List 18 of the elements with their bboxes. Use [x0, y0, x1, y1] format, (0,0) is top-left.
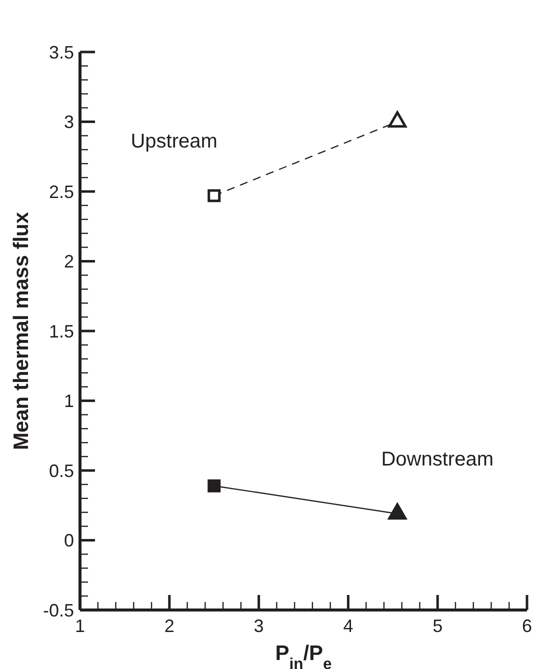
x-axis-title: P$_{in}$/P$_{e}$: [275, 642, 332, 669]
x-tick-label: 2: [164, 616, 174, 636]
y-tick-label: -0.5: [42, 600, 74, 620]
y-tick-label: 0.5: [48, 460, 74, 481]
y-tick-label: 3: [64, 112, 74, 132]
y-axis-title: Mean thermal mass flux: [10, 212, 33, 450]
x-tick-label: 6: [522, 616, 532, 636]
x-tick-label: 3: [254, 616, 264, 636]
y-tick-label: 2: [64, 252, 74, 272]
y-tick-label: 1: [64, 391, 74, 412]
x-tick-label: 5: [432, 616, 443, 636]
series-label: Upstream: [130, 130, 218, 153]
series-label: Downstream: [381, 448, 494, 471]
y-tick-label: 0: [64, 530, 74, 551]
y-tick-label: 3.5: [48, 42, 74, 62]
x-tick-label: 4: [343, 616, 354, 636]
y-tick-label: 1.5: [48, 321, 74, 342]
y-tick-label: 2.5: [48, 182, 74, 202]
